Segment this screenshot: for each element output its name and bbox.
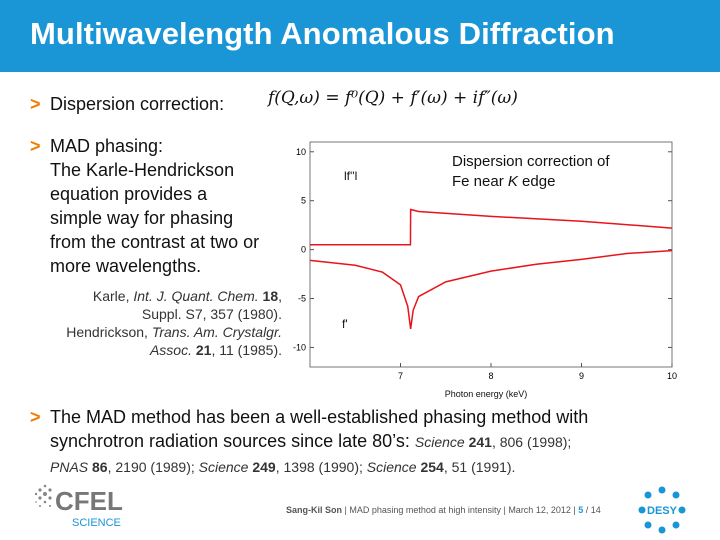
- mad-line: The Karle-Hendrickson: [50, 160, 235, 180]
- mad-line: simple way for phasing: [50, 208, 234, 228]
- x-axis-ticks: 7 8 9 10: [398, 363, 677, 381]
- cfel-logo-text: CFEL: [55, 486, 123, 516]
- y-tick-label: 10: [296, 147, 306, 157]
- bullet-dispersion-label: Dispersion correction:: [50, 94, 225, 114]
- footer-author: Sang-Kil Son: [286, 505, 342, 515]
- bullet-arrow-icon: >: [30, 94, 41, 114]
- citation-line: PNAS 86, 2190 (1989); Science 249, 1398 …: [50, 459, 516, 475]
- footer-page: 5: [578, 505, 584, 515]
- x-tick-label: 9: [579, 371, 584, 381]
- references: Karle, Int. J. Quant. Chem. 18, Suppl. S…: [20, 287, 282, 359]
- title-bar: Multiwavelength Anomalous Diffraction: [0, 0, 720, 72]
- y-tick-label: 0: [301, 245, 306, 255]
- reference-line: Assoc. 21, 11 (1985).: [149, 342, 282, 358]
- x-axis-label: Photon energy (keV): [445, 389, 528, 399]
- x-tick-label: 8: [488, 371, 493, 381]
- bottom-line2: synchrotron radiation sources since late…: [50, 431, 415, 451]
- bottom-line1: The MAD method has been a well-establish…: [50, 407, 589, 427]
- footer: Sang-Kil Son | MAD phasing method at hig…: [286, 505, 601, 515]
- chart-curves: [309, 208, 673, 329]
- dispersion-chart: 10 5 0 -5 -10 7 8 9 10 lf''l f' Dispersion corr…: [293, 141, 677, 399]
- mad-line: MAD phasing:: [50, 136, 164, 156]
- desy-logo-text: DESY: [647, 505, 678, 517]
- bullet-mad-phasing: > MAD phasing: The Karle-Hendrickson equa…: [30, 134, 259, 278]
- series-label-fpp: lf''l: [344, 169, 357, 183]
- bullet-dispersion: > Dispersion correction:: [30, 92, 224, 116]
- reference-line: Suppl. S7, 357 (1980).: [141, 306, 282, 322]
- citation: Science 241, 806 (1998);: [414, 434, 572, 450]
- y-axis-ticks: 10 5 0 -5 -10: [293, 147, 672, 352]
- footer-total: / 14: [585, 505, 601, 515]
- annotation-line1: Dispersion correction of: [452, 153, 610, 170]
- fpp-curve: [310, 208, 673, 246]
- mad-line: more wavelengths.: [50, 256, 202, 276]
- x-tick-label: 7: [398, 371, 403, 381]
- footer-date: March 12, 2012: [508, 505, 571, 515]
- footer-separator: |: [573, 505, 579, 515]
- x-tick-label: 10: [667, 371, 677, 381]
- dispersion-formula: f(Q,ω) = f⁰(Q) + f′(ω) + if″(ω): [268, 88, 518, 108]
- footer-separator: |: [344, 505, 350, 515]
- y-tick-label: -10: [293, 342, 306, 352]
- fp-curve: [309, 249, 673, 329]
- annotation-line2: Fe near K edge: [452, 173, 555, 190]
- series-label-fp: f': [342, 317, 348, 331]
- mad-line: equation provides a: [50, 184, 208, 204]
- bullet-arrow-icon: >: [30, 407, 41, 427]
- footer-separator: |: [503, 505, 509, 515]
- mad-line: from the contrast at two or: [50, 232, 260, 252]
- reference-line: Karle, Int. J. Quant. Chem. 18,: [92, 288, 282, 304]
- y-tick-label: -5: [298, 294, 306, 304]
- footer-talk: MAD phasing method at high intensity: [349, 505, 501, 515]
- slide-title: Multiwavelength Anomalous Diffraction: [30, 16, 615, 51]
- reference-line: Hendrickson, Trans. Am. Crystalgr.: [66, 324, 282, 340]
- bullet-arrow-icon: >: [30, 136, 41, 156]
- desy-logo: DESY: [638, 486, 686, 534]
- cfel-logo: CFEL SCIENCE: [34, 484, 123, 529]
- y-tick-label: 5: [301, 196, 306, 206]
- bottom-bullet: > The MAD method has been a well-establis…: [30, 405, 700, 479]
- cfel-logo-subtext: SCIENCE: [72, 517, 121, 529]
